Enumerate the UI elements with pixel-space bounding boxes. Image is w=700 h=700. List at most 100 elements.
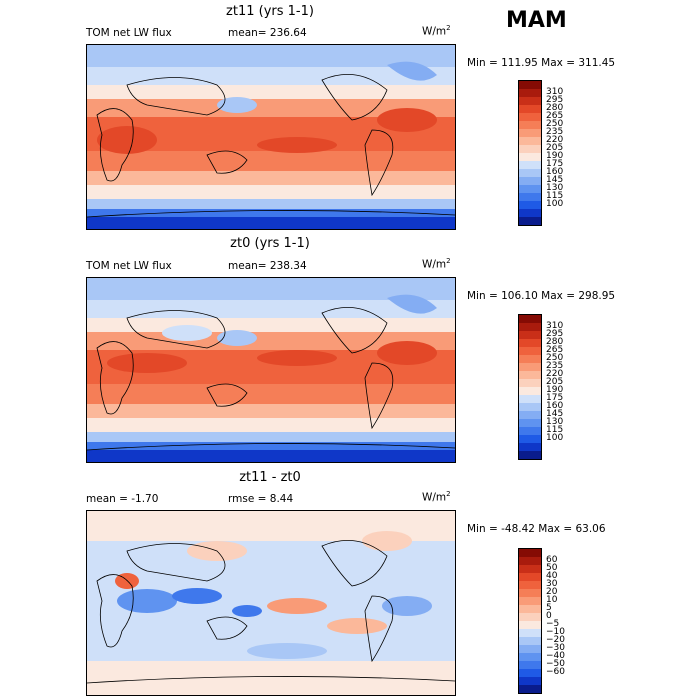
colorbar-swatch (519, 355, 541, 363)
colorbar-label: 235 (546, 127, 564, 137)
panel-3-units: W/m2 (422, 490, 451, 504)
colorbar-label: 130 (546, 183, 564, 193)
panel-1-mean: mean= 236.64 (228, 27, 307, 39)
colorbar-swatch (519, 629, 541, 637)
colorbar-label: 0 (546, 611, 552, 621)
colorbar-label: 160 (546, 401, 564, 411)
colorbar-label: 235 (546, 361, 564, 371)
colorbar-swatch (519, 395, 541, 403)
panel-3-title: zt11 - zt0 (239, 470, 301, 485)
colorbar-swatch (519, 403, 541, 411)
colorbar-swatch (519, 347, 541, 355)
panel-2-mean: mean= 238.34 (228, 260, 307, 272)
colorbar-label: −20 (546, 635, 565, 645)
colorbar-label: 145 (546, 409, 564, 419)
panel-1-colorbar (518, 80, 542, 226)
panel-1-minmax: Min = 111.95 Max = 311.45 (467, 57, 616, 69)
colorbar-swatch (519, 427, 541, 435)
panel-1-left-label: TOM net LW flux (86, 27, 172, 39)
colorbar-label: 10 (546, 595, 558, 605)
colorbar-swatch (519, 331, 541, 339)
colorbar-swatch (519, 339, 541, 347)
panel-1-title: zt11 (yrs 1-1) (226, 4, 314, 19)
colorbar-swatch (519, 451, 541, 459)
colorbar-label: 310 (546, 87, 564, 97)
panel-3-minmax: Min = -48.42 Max = 63.06 (467, 523, 606, 535)
colorbar-label: 115 (546, 425, 564, 435)
colorbar-label: −5 (546, 619, 560, 629)
colorbar-swatch (519, 89, 541, 97)
panel-1-units: W/m2 (422, 24, 451, 38)
colorbar-label: 250 (546, 353, 564, 363)
colorbar-swatch (519, 193, 541, 201)
colorbar-swatch (519, 371, 541, 379)
panel-2-colorbar (518, 314, 542, 460)
colorbar-swatch (519, 669, 541, 677)
colorbar-swatch (519, 411, 541, 419)
colorbar-swatch (519, 145, 541, 153)
colorbar-label: 100 (546, 433, 564, 443)
colorbar-swatch (519, 153, 541, 161)
colorbar-label: 50 (546, 563, 558, 573)
colorbar-swatch (519, 605, 541, 613)
colorbar-swatch (519, 129, 541, 137)
colorbar-swatch (519, 419, 541, 427)
colorbar-label: 265 (546, 111, 564, 121)
colorbar-label: 190 (546, 385, 564, 395)
colorbar-swatch (519, 185, 541, 193)
colorbar-label: −50 (546, 659, 565, 669)
colorbar-label: 280 (546, 337, 564, 347)
colorbar-swatch (519, 379, 541, 387)
colorbar-swatch (519, 137, 541, 145)
colorbar-label: −60 (546, 667, 565, 677)
colorbar-label: −30 (546, 643, 565, 653)
colorbar-swatch (519, 637, 541, 645)
colorbar-swatch (519, 161, 541, 169)
colorbar-swatch (519, 573, 541, 581)
colorbar-swatch (519, 113, 541, 121)
colorbar-swatch (519, 645, 541, 653)
colorbar-label: 60 (546, 555, 558, 565)
colorbar-swatch (519, 363, 541, 371)
colorbar-swatch (519, 589, 541, 597)
colorbar-swatch (519, 105, 541, 113)
colorbar-label: 130 (546, 417, 564, 427)
colorbar-label: 295 (546, 95, 564, 105)
colorbar-swatch (519, 81, 541, 89)
colorbar-label: 175 (546, 393, 564, 403)
colorbar-label: 160 (546, 167, 564, 177)
colorbar-swatch (519, 653, 541, 661)
colorbar-swatch (519, 121, 541, 129)
colorbar-swatch (519, 597, 541, 605)
colorbar-swatch (519, 435, 541, 443)
colorbar-label: −10 (546, 627, 565, 637)
colorbar-swatch (519, 323, 541, 331)
panel-2-map (86, 277, 456, 463)
colorbar-label: 115 (546, 191, 564, 201)
colorbar-swatch (519, 315, 541, 323)
colorbar-swatch (519, 621, 541, 629)
colorbar-swatch (519, 177, 541, 185)
colorbar-label: 190 (546, 151, 564, 161)
season-label: MAM (506, 8, 567, 33)
panel-3-map (86, 510, 456, 696)
colorbar-swatch (519, 685, 541, 693)
colorbar-label: 295 (546, 329, 564, 339)
colorbar-label: 205 (546, 377, 564, 387)
panel-3-colorbar (518, 548, 542, 694)
colorbar-label: 220 (546, 135, 564, 145)
colorbar-label: 30 (546, 579, 558, 589)
colorbar-swatch (519, 209, 541, 217)
colorbar-swatch (519, 97, 541, 105)
colorbar-swatch (519, 613, 541, 621)
colorbar-label: 205 (546, 143, 564, 153)
panel-2-title: zt0 (yrs 1-1) (230, 236, 310, 251)
colorbar-label: 100 (546, 199, 564, 209)
colorbar-swatch (519, 201, 541, 209)
colorbar-label: 310 (546, 321, 564, 331)
colorbar-swatch (519, 565, 541, 573)
colorbar-label: 175 (546, 159, 564, 169)
panel-3-mean: mean = -1.70 (86, 493, 159, 505)
panel-1-map (86, 44, 456, 230)
colorbar-label: −40 (546, 651, 565, 661)
